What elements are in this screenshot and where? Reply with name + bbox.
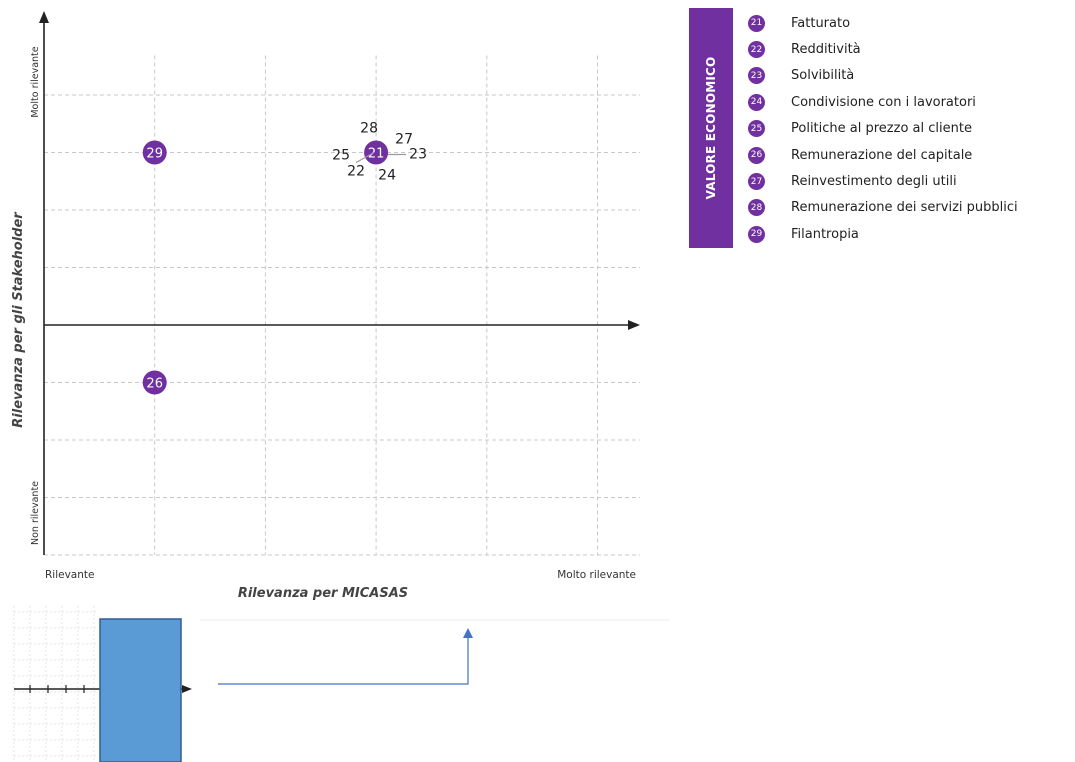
x-axis-arrow-icon xyxy=(628,320,640,330)
marker-26 xyxy=(142,370,167,395)
legend-label: Remunerazione dei servizi pubblici xyxy=(791,200,1018,216)
legend-item: 28 Remunerazione dei servizi pubblici xyxy=(748,195,1018,221)
axes xyxy=(39,11,640,555)
point-label-27: 27 xyxy=(395,132,413,148)
leader-line xyxy=(355,151,375,164)
legend-label: Filantropia xyxy=(791,226,859,242)
point-label-22: 22 xyxy=(347,164,365,180)
legend-marker: 22 xyxy=(748,41,765,59)
marker-21 xyxy=(364,140,389,165)
legend-item: 26 Remunerazione del capitale xyxy=(748,142,1018,168)
point-label-24: 24 xyxy=(378,168,396,184)
x-axis-title: Rilevanza per MICASAS xyxy=(238,586,408,601)
legend-marker: 21 xyxy=(748,14,765,32)
legend-label: Redditività xyxy=(791,42,861,58)
marker-label-29: 29 xyxy=(146,147,163,162)
mini-connector-arrow-icon xyxy=(463,628,473,638)
mini-axis-arrow-icon xyxy=(182,685,192,693)
legend-marker: 24 xyxy=(748,93,765,111)
mini-axis-ticks xyxy=(29,685,85,693)
legend-label: Politiche al prezzo al cliente xyxy=(791,121,972,137)
legend-label: Reinvestimento degli utili xyxy=(791,174,957,190)
legend-label: Condivisione con i lavoratori xyxy=(791,94,976,110)
point-label-23: 23 xyxy=(409,147,427,163)
marker-label-21: 21 xyxy=(368,147,385,162)
y-axis-title: Rilevanza per gli Stakeholder xyxy=(11,211,26,428)
mini-box xyxy=(99,618,182,762)
point-label-25: 25 xyxy=(332,148,350,164)
legend: 21 Fatturato 22 Redditività 23 Solvibilità … xyxy=(748,10,1018,248)
mini-diagram xyxy=(13,606,670,762)
legend-category-label: VALORE ECONOMICO xyxy=(704,56,718,200)
legend-item: 25 Politiche al prezzo al cliente xyxy=(748,116,1018,142)
mini-connector-line xyxy=(218,636,469,685)
mini-grid xyxy=(13,606,96,762)
legend-marker: 26 xyxy=(748,146,765,164)
legend-label: Fatturato xyxy=(791,15,851,31)
marker-29 xyxy=(142,140,167,165)
y-axis-arrow-icon xyxy=(39,11,49,23)
legend-item: 21 Fatturato xyxy=(748,10,1018,36)
legend-marker: 28 xyxy=(748,199,765,217)
x-tick-low: Rilevante xyxy=(45,569,94,581)
point-label-28: 28 xyxy=(360,121,378,137)
legend-item: 23 Solvibilità xyxy=(748,63,1018,89)
marker-label-26: 26 xyxy=(146,377,163,392)
x-tick-high: Molto rilevante xyxy=(557,569,636,581)
legend-category-band: VALORE ECONOMICO xyxy=(689,8,733,248)
legend-label: Solvibilità xyxy=(791,68,855,84)
legend-item: 22 Redditività xyxy=(748,36,1018,62)
legend-item: 29 Filantropia xyxy=(748,221,1018,247)
legend-marker: 23 xyxy=(748,67,765,85)
legend-item: 27 Reinvestimento degli utili xyxy=(748,168,1018,194)
y-tick-high: Molto rilevante xyxy=(30,46,41,117)
y-tick-low: Non rilevante xyxy=(30,481,41,545)
grid xyxy=(44,55,640,556)
legend-marker: 25 xyxy=(748,120,765,138)
legend-marker: 27 xyxy=(748,173,765,191)
legend-item: 24 Condivisione con i lavoratori xyxy=(748,89,1018,115)
legend-label: Remunerazione del capitale xyxy=(791,147,973,163)
legend-marker: 29 xyxy=(748,225,765,243)
